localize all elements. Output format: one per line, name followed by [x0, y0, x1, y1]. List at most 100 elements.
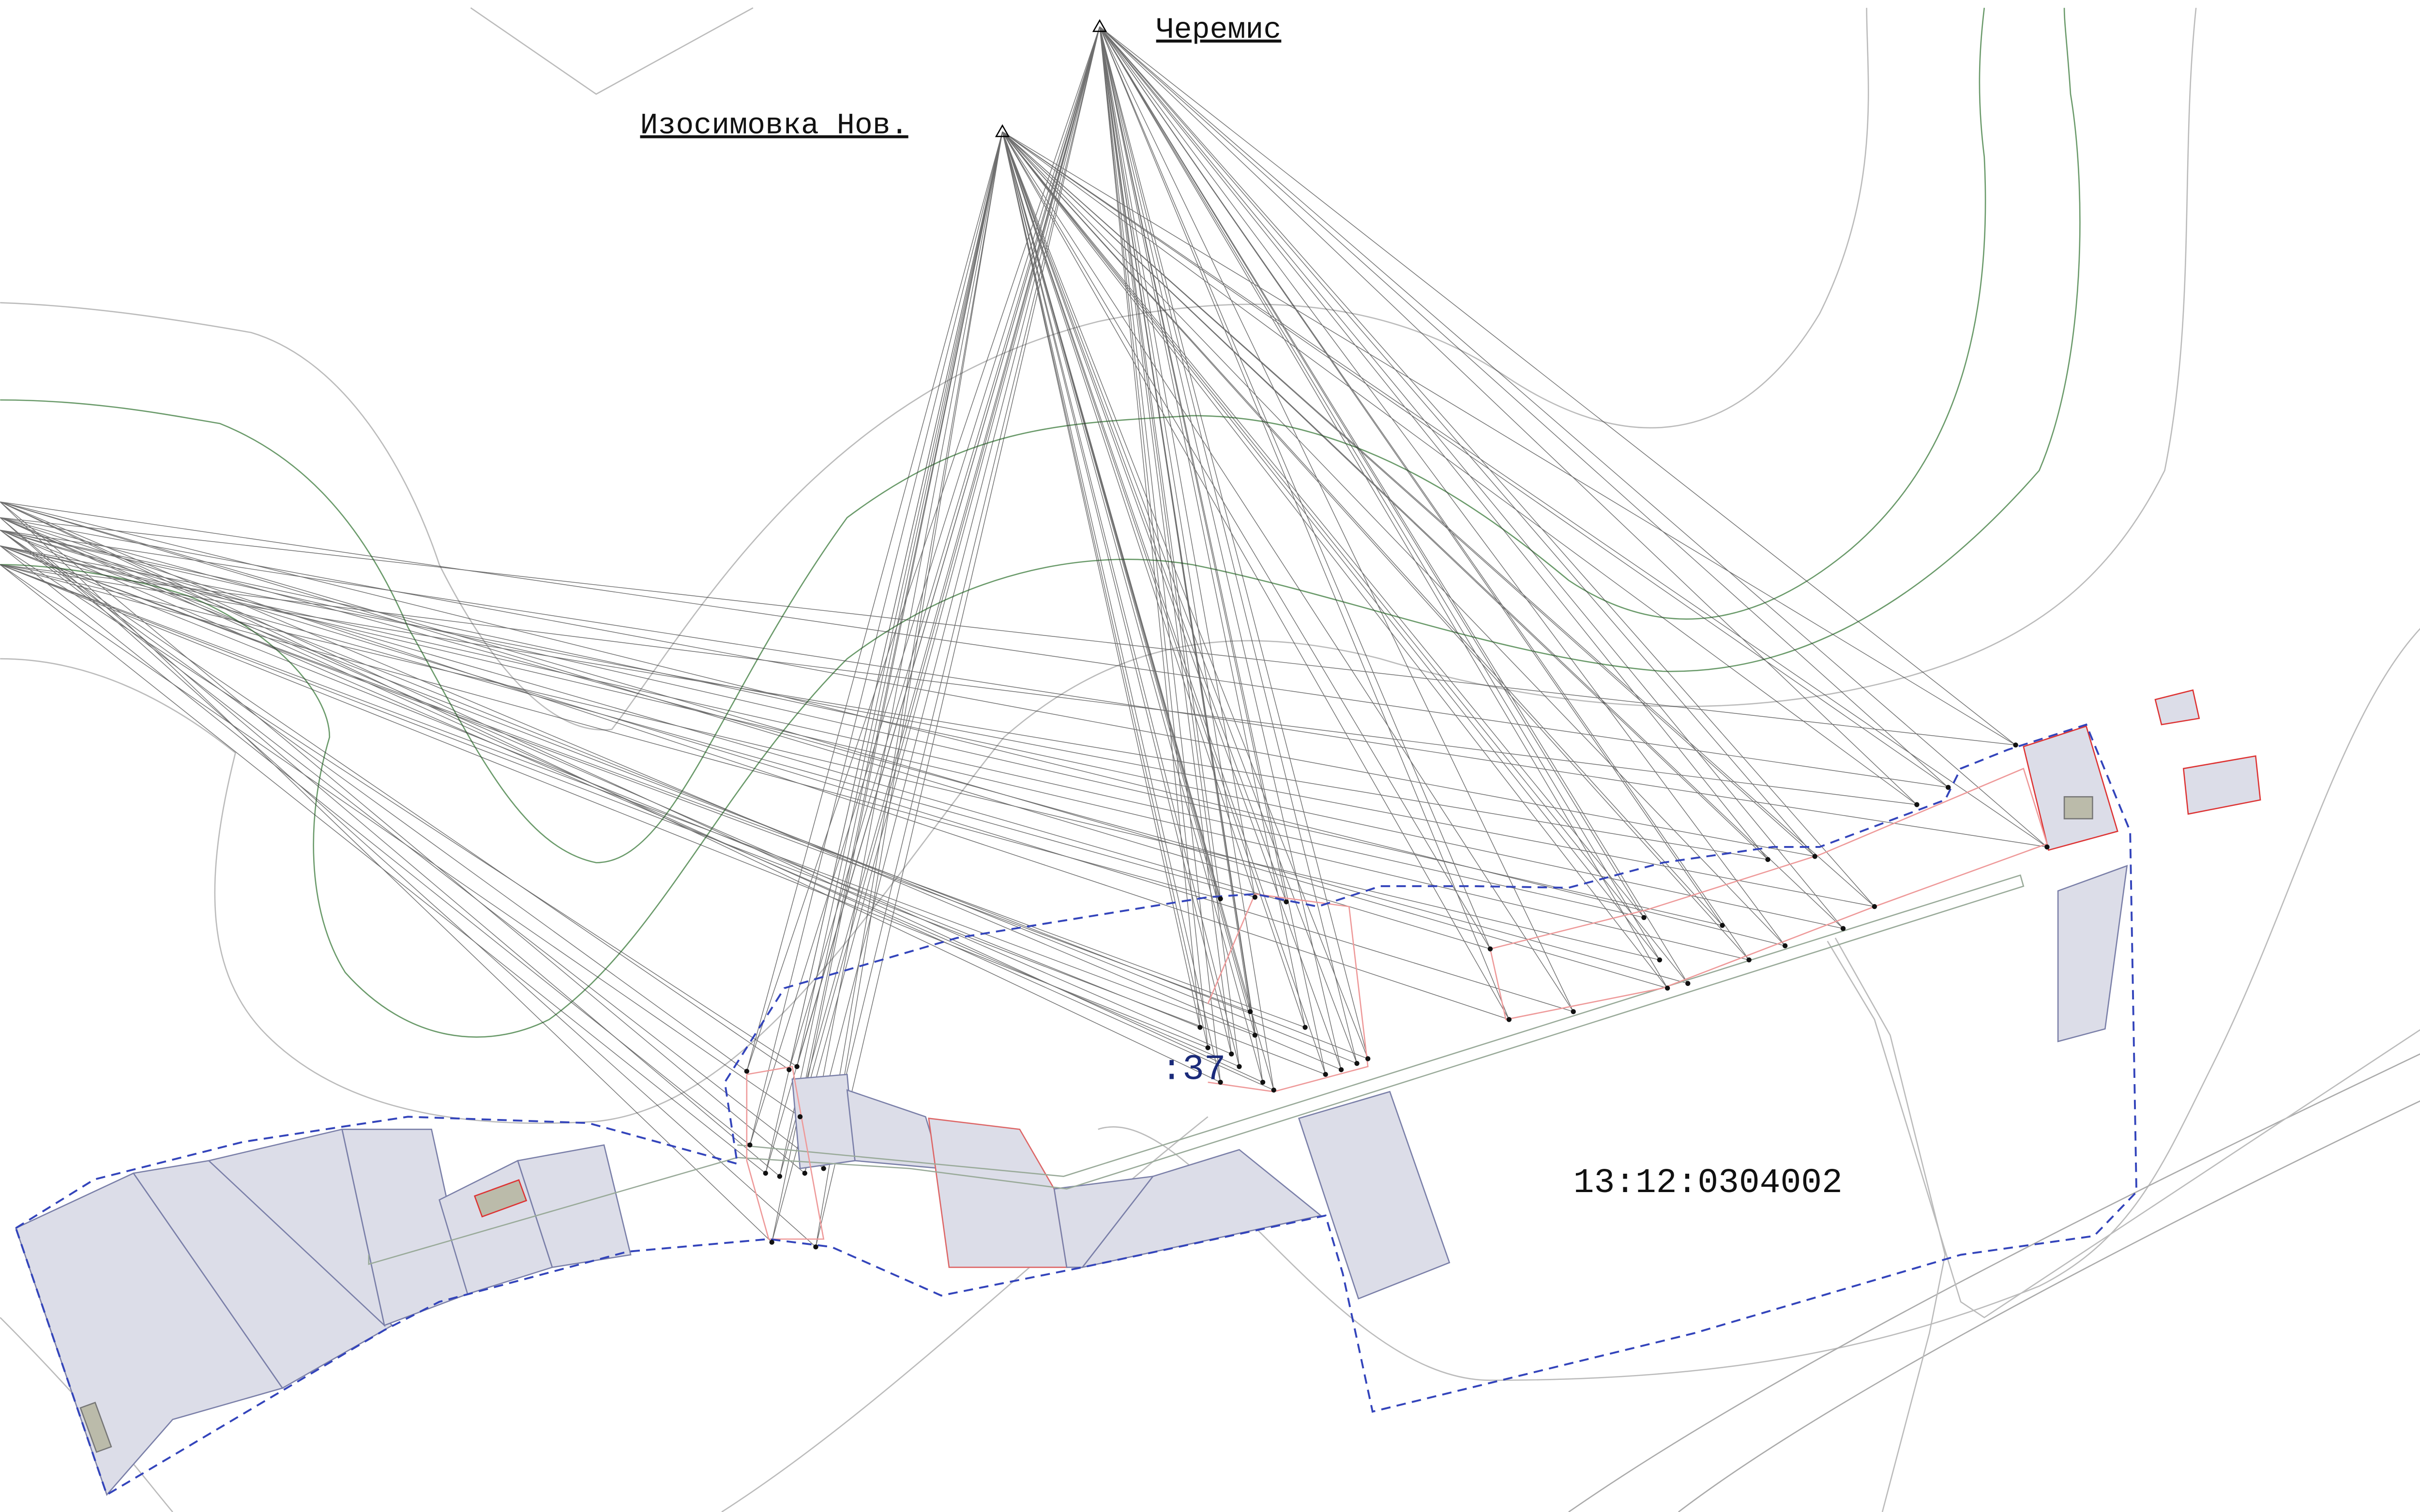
survey-ray — [1002, 132, 1341, 1070]
parcel-label: :37 — [1161, 1050, 1225, 1090]
survey-point — [1323, 1072, 1328, 1077]
survey-point — [1237, 1064, 1241, 1069]
survey-point — [1248, 1009, 1253, 1014]
survey-point — [802, 1171, 807, 1176]
parcel — [2024, 726, 2118, 850]
survey-ray — [0, 530, 1368, 1058]
survey-ray — [0, 502, 1490, 949]
survey-point — [1271, 1088, 1276, 1092]
survey-point — [763, 1171, 768, 1176]
parcel — [1299, 1092, 1450, 1299]
road-edge — [1828, 941, 2420, 1317]
survey-ray — [0, 530, 823, 1168]
survey-point — [2013, 742, 2018, 747]
survey-ray — [1002, 132, 1220, 899]
survey-point — [1813, 854, 1817, 859]
survey-point — [821, 1166, 826, 1171]
survey-point — [1841, 926, 1845, 931]
survey-ray — [1100, 27, 1768, 860]
survey-point — [777, 1174, 782, 1179]
survey-point — [1507, 1017, 1512, 1022]
survey-point — [1946, 785, 1951, 790]
road-edge — [1569, 1035, 2420, 1512]
survey-ray — [0, 530, 789, 1070]
survey-ray — [0, 565, 1208, 1048]
survey-rays — [0, 27, 2047, 1247]
survey-point — [747, 1142, 752, 1147]
survey-point — [1197, 1025, 1202, 1029]
survey-ray — [0, 530, 1843, 928]
survey-ray — [0, 530, 2047, 847]
survey-ray — [1100, 27, 1231, 1054]
survey-point — [2044, 845, 2049, 849]
survey-point — [1685, 981, 1690, 986]
survey-ray — [1002, 132, 1490, 949]
survey-point — [1488, 946, 1493, 951]
station-label: Изосимовка Нов. — [640, 109, 908, 142]
survey-ray — [0, 517, 780, 1176]
survey-point — [1914, 802, 1919, 807]
survey-ray — [1002, 132, 1917, 804]
survey-ray — [747, 132, 1002, 1071]
survey-ray — [1100, 27, 1255, 897]
survey-ray — [1002, 132, 1220, 1082]
survey-point — [1641, 915, 1646, 920]
survey-ray — [1100, 27, 1341, 1070]
survey-ray — [1002, 132, 1688, 983]
survey-ray — [1100, 27, 1785, 946]
survey-ray — [0, 502, 804, 1173]
survey-point — [1365, 1056, 1370, 1061]
survey-point — [794, 1064, 799, 1069]
survey-ray — [1002, 132, 1722, 925]
survey-ray — [1100, 27, 1274, 1090]
survey-point — [1260, 1080, 1265, 1085]
contour-line — [0, 8, 2080, 1037]
survey-point — [1720, 923, 1724, 928]
parcels — [16, 690, 2260, 1495]
survey-point — [1229, 1052, 1234, 1057]
survey-point — [1284, 899, 1288, 904]
station-label: Черемис — [1156, 14, 1282, 47]
survey-ray — [772, 132, 1002, 1242]
survey-ray — [0, 565, 1220, 899]
survey-ray — [797, 132, 1003, 1066]
survey-ray — [1100, 27, 1667, 988]
survey-ray — [0, 546, 1200, 1028]
survey-ray — [0, 502, 1667, 988]
survey-ray — [780, 132, 1002, 1176]
survey-ray — [1100, 27, 1221, 1082]
survey-ray — [0, 546, 1255, 897]
parcel — [2183, 756, 2260, 814]
survey-point — [813, 1244, 818, 1249]
contour-line — [471, 8, 753, 94]
survey-ray — [750, 27, 1100, 1145]
survey-ray — [1100, 27, 1263, 1082]
survey-ray — [1100, 27, 2047, 847]
quarter-boundary-line — [16, 725, 2136, 1495]
survey-point — [798, 1114, 802, 1119]
survey-point — [744, 1069, 749, 1074]
survey-ray — [1002, 132, 1749, 960]
survey-ray — [1100, 27, 1326, 1074]
survey-ray — [824, 27, 1100, 1168]
survey-point — [1665, 985, 1670, 990]
survey-ray — [0, 517, 1815, 856]
survey-ray — [0, 530, 1286, 902]
survey-ray — [772, 27, 1100, 1242]
survey-point — [1657, 957, 1662, 962]
survey-ray — [1002, 132, 1368, 1058]
survey-ray — [0, 565, 1917, 805]
survey-point — [1253, 894, 1257, 899]
survey-ray — [0, 546, 1749, 960]
parcel — [2155, 690, 2199, 725]
survey-ray — [0, 517, 1688, 983]
survey-ray — [824, 132, 1002, 1168]
page: {"points": [{"label": "Черемис"}, {"labe… — [0, 0, 2420, 1512]
survey-ray — [1100, 27, 1688, 983]
survey-point — [1783, 943, 1787, 948]
quarter-boundary — [16, 725, 2136, 1495]
survey-point — [786, 1067, 791, 1072]
survey-ray — [780, 27, 1100, 1176]
survey-ray — [1002, 132, 1785, 946]
survey-ray — [0, 517, 1231, 1054]
